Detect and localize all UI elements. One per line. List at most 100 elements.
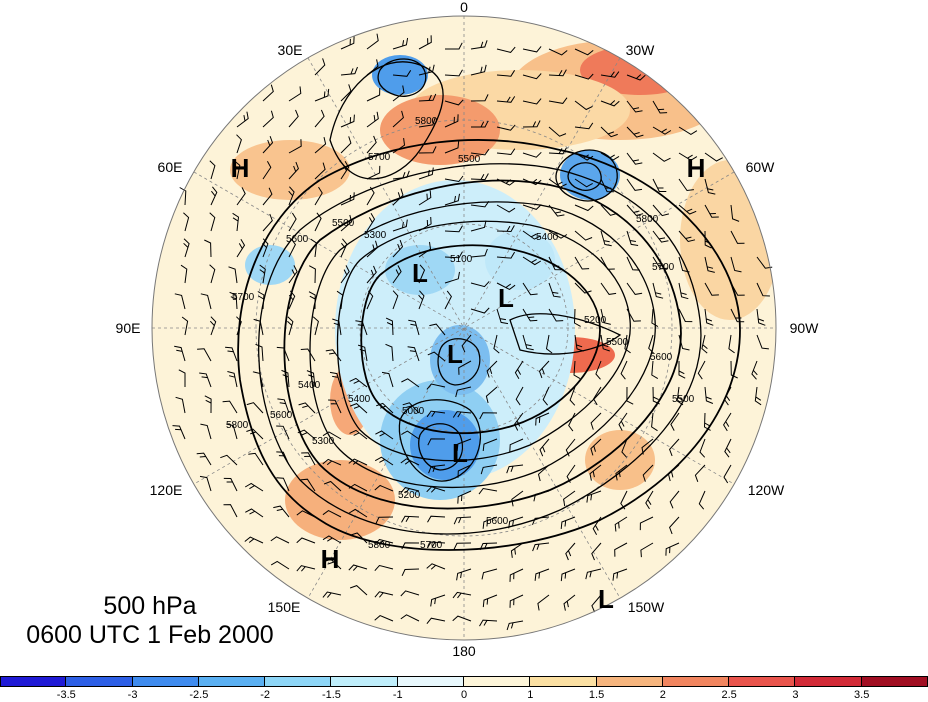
wind-barb bbox=[418, 216, 432, 232]
wind-barb bbox=[648, 334, 655, 354]
wind-barb bbox=[444, 175, 464, 183]
wind-barb bbox=[560, 568, 576, 582]
contour-label: 5600 bbox=[286, 234, 309, 245]
wind-barb bbox=[340, 214, 353, 232]
wind-barb bbox=[470, 64, 487, 76]
low-pressure-center: L bbox=[452, 438, 468, 468]
wind-barb bbox=[574, 204, 594, 212]
wind-barb bbox=[574, 152, 594, 161]
colorbar-swatch bbox=[198, 676, 266, 687]
wind-barb bbox=[704, 282, 719, 296]
contour-label: 5700 bbox=[232, 292, 255, 303]
wind-barb bbox=[509, 438, 524, 452]
wind-barb bbox=[314, 109, 325, 128]
contour-label: 5200 bbox=[584, 315, 607, 326]
wind-barb bbox=[704, 256, 715, 273]
wind-barb bbox=[340, 238, 348, 258]
wind-barb bbox=[615, 464, 628, 481]
wind-barb bbox=[444, 271, 460, 284]
contour-label: 5000 bbox=[402, 406, 425, 417]
high-pressure-center: H bbox=[321, 544, 340, 574]
wind-barb bbox=[276, 477, 290, 492]
wind-barb bbox=[730, 204, 740, 222]
wind-barb bbox=[392, 138, 406, 154]
wind-barb bbox=[585, 568, 602, 580]
wind-barb bbox=[478, 487, 498, 495]
wind-barb bbox=[568, 412, 576, 432]
wind-barb bbox=[514, 412, 524, 431]
wind-barb bbox=[174, 293, 186, 310]
wind-barb bbox=[471, 120, 489, 128]
wind-barb bbox=[276, 425, 290, 440]
wind-barb bbox=[522, 120, 541, 128]
colorbar-swatch bbox=[464, 676, 531, 687]
wind-barb bbox=[522, 230, 541, 240]
wind-barb bbox=[178, 369, 186, 387]
wind-barb bbox=[590, 412, 602, 430]
lon-label: 120E bbox=[150, 482, 183, 498]
wind-barb bbox=[324, 558, 342, 570]
colorbar-tick-label: -1 bbox=[392, 689, 403, 701]
wind-barb bbox=[322, 591, 342, 598]
wind-barb bbox=[535, 412, 550, 426]
wind-barb bbox=[400, 458, 420, 466]
wind-barb bbox=[522, 98, 542, 105]
wind-barb bbox=[485, 386, 498, 404]
wind-barb bbox=[366, 59, 379, 76]
wind-barb bbox=[179, 187, 187, 206]
wind-barb bbox=[375, 516, 394, 524]
wind-barb bbox=[496, 204, 516, 213]
wind-barb bbox=[678, 230, 696, 243]
wind-barb bbox=[430, 594, 446, 607]
wind-barb bbox=[600, 282, 617, 295]
wind-barb bbox=[730, 282, 745, 296]
wind-barb bbox=[548, 126, 567, 137]
wind-barb bbox=[392, 110, 404, 128]
wind-barb bbox=[220, 454, 238, 466]
wind-barb bbox=[444, 69, 463, 77]
wind-barb bbox=[591, 542, 602, 561]
wind-barb bbox=[522, 73, 542, 80]
wind-barb bbox=[262, 84, 274, 102]
lon-label: 120W bbox=[748, 482, 785, 498]
wind-barb bbox=[374, 456, 394, 466]
wind-barb bbox=[600, 71, 620, 78]
low-pressure-center: L bbox=[498, 283, 514, 313]
colorbar-tick-label: -2 bbox=[260, 689, 271, 701]
wind-barb bbox=[522, 151, 542, 158]
wind-barb bbox=[225, 346, 238, 362]
contour-label: 5400 bbox=[348, 394, 371, 405]
wind-barb bbox=[418, 64, 435, 76]
wind-barb bbox=[723, 386, 732, 406]
wind-barb bbox=[210, 186, 218, 206]
wind-barb bbox=[255, 343, 264, 362]
wind-barb bbox=[452, 411, 472, 418]
wind-barb bbox=[323, 480, 342, 492]
wind-barb bbox=[418, 118, 436, 128]
wind-barb bbox=[426, 486, 446, 493]
height-contours bbox=[237, 58, 741, 551]
wind-barb bbox=[645, 490, 654, 510]
wind-barb bbox=[348, 458, 368, 466]
wind-barb bbox=[704, 178, 716, 195]
wind-barb bbox=[336, 290, 344, 310]
contour-label: 5300 bbox=[312, 436, 335, 447]
wind-barb bbox=[288, 161, 299, 180]
wind-barb bbox=[614, 542, 628, 557]
wind-barb bbox=[270, 536, 290, 544]
colorbar-tick-label: -2.5 bbox=[189, 689, 209, 701]
wind-barb bbox=[418, 190, 432, 206]
wind-barb bbox=[374, 484, 394, 492]
wind-barb bbox=[639, 516, 654, 531]
wind-barb bbox=[400, 487, 420, 494]
wind-barb bbox=[199, 475, 212, 492]
wind-barb bbox=[470, 40, 488, 50]
wind-barb bbox=[751, 360, 758, 380]
wind-barb bbox=[312, 316, 319, 336]
wind-barb bbox=[470, 307, 490, 314]
wind-barb bbox=[626, 100, 643, 113]
wind-barb bbox=[401, 430, 420, 440]
wind-barb bbox=[548, 97, 568, 104]
colorbar-tick-label: 1.5 bbox=[588, 689, 605, 701]
wind-barb bbox=[624, 334, 631, 354]
